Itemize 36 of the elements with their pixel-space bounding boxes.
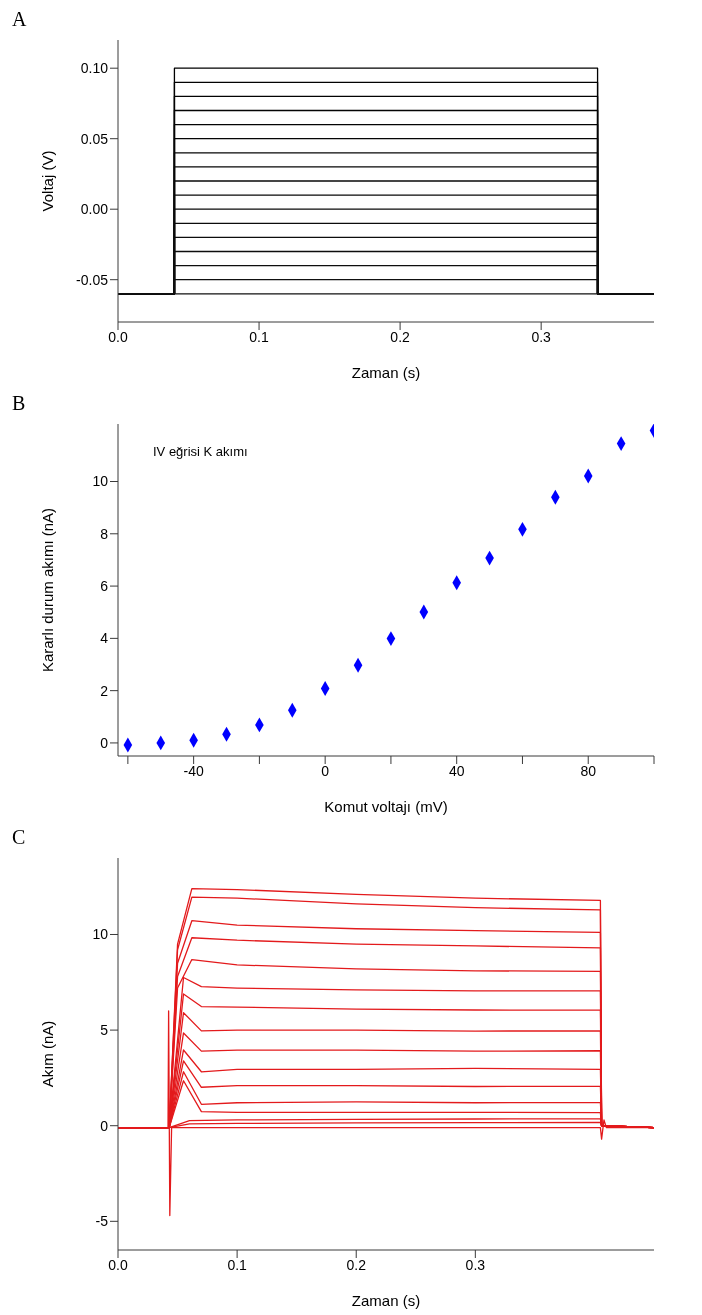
y-tick-label: 0.05 [80,130,109,147]
x-tick-label: 0.2 [346,1256,367,1273]
x-axis-title: Zaman (s) [351,364,421,381]
y-tick-label: 5 [100,1022,109,1039]
y-tick-label: 0.00 [80,201,109,218]
x-axis-title: Komut voltajı (mV) [324,798,448,815]
x-tick-label: 80 [580,762,597,779]
chart-title: C [11,826,27,850]
y-axis-title: Akım (nA) [39,1020,57,1088]
y-axis-title: Voltaj (V) [39,150,57,212]
y-tick-label: 0 [100,1117,109,1134]
y-tick-label: 0.10 [80,60,109,77]
x-tick-label: 0.3 [531,328,552,345]
y-axis-title: Kararlı durum akımı (nA) [39,507,57,673]
y-tick-label: 0 [100,734,109,751]
x-tick-label: 0.3 [465,1256,486,1273]
x-tick-label: 0.2 [390,328,411,345]
y-tick-label: 4 [100,630,109,647]
x-tick-label: -40 [183,762,204,779]
y-tick-label: 2 [100,682,109,699]
x-tick-label: 0.1 [249,328,269,345]
y-tick-label: 8 [100,525,109,542]
chart-title: B [11,392,27,416]
x-tick-label: 0.0 [108,328,128,345]
x-tick-label: 0.1 [227,1256,248,1273]
annotation: IV eğrisi K akımı [153,444,248,459]
y-tick-label: 10 [92,473,109,490]
chart-title: A [11,8,28,32]
x-tick-label: 40 [448,762,465,779]
y-tick-label: 6 [100,578,109,595]
y-tick-label: 10 [92,926,109,943]
x-tick-label: 0 [321,762,330,779]
x-axis-title: Zaman (s) [351,1292,421,1309]
x-tick-label: 0.0 [108,1256,128,1273]
y-tick-label: -0.05 [76,271,109,288]
y-tick-label: -5 [95,1213,109,1230]
